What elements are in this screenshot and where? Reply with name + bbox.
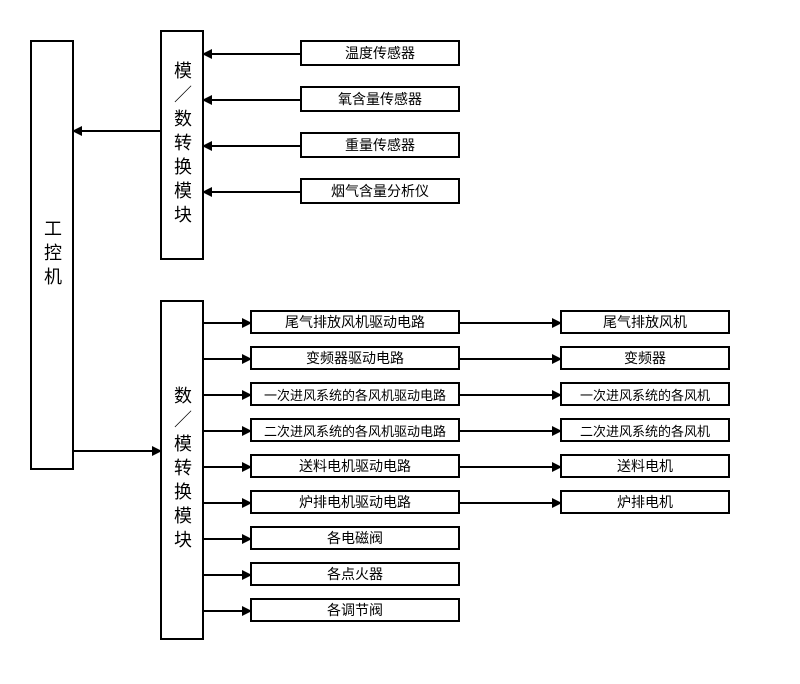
- driver-box-1: 变频器驱动电路: [250, 346, 460, 370]
- arrow-sensor-3: [204, 191, 300, 193]
- driver-box-0: 尾气排放风机驱动电路: [250, 310, 460, 334]
- device-label: 一次进风系统的各风机: [580, 385, 710, 404]
- device-label: 送料电机: [617, 456, 673, 476]
- driver-label: 尾气排放风机驱动电路: [285, 312, 425, 332]
- driver-label: 二次进风系统的各风机驱动电路: [264, 421, 446, 440]
- arrow-da-driver-5: [204, 502, 250, 504]
- driver-box-7: 各点火器: [250, 562, 460, 586]
- ad-module-box: 模／数转换模块: [160, 30, 204, 260]
- arrow-driver-device-1: [460, 358, 560, 360]
- device-box-5: 炉排电机: [560, 490, 730, 514]
- arrow-da-driver-4: [204, 466, 250, 468]
- arrow-sensor-1: [204, 99, 300, 101]
- driver-label: 各调节阀: [327, 600, 383, 620]
- driver-box-3: 二次进风系统的各风机驱动电路: [250, 418, 460, 442]
- da-module-label: 数／模转换模块: [169, 386, 195, 554]
- device-box-4: 送料电机: [560, 454, 730, 478]
- sensor-box-3: 烟气含量分析仪: [300, 178, 460, 204]
- controller-label: 工控机: [39, 219, 65, 291]
- device-label: 二次进风系统的各风机: [580, 421, 710, 440]
- arrow-da-driver-7: [204, 574, 250, 576]
- device-box-2: 一次进风系统的各风机: [560, 382, 730, 406]
- arrow-da-driver-1: [204, 358, 250, 360]
- arrow-driver-device-0: [460, 322, 560, 324]
- device-box-1: 变频器: [560, 346, 730, 370]
- device-box-3: 二次进风系统的各风机: [560, 418, 730, 442]
- driver-box-6: 各电磁阀: [250, 526, 460, 550]
- driver-box-5: 炉排电机驱动电路: [250, 490, 460, 514]
- ad-module-label: 模／数转换模块: [169, 61, 195, 229]
- da-module-box: 数／模转换模块: [160, 300, 204, 640]
- device-box-0: 尾气排放风机: [560, 310, 730, 334]
- controller-box: 工控机: [30, 40, 74, 470]
- driver-label: 一次进风系统的各风机驱动电路: [264, 385, 446, 404]
- arrow-driver-device-4: [460, 466, 560, 468]
- driver-label: 各电磁阀: [327, 528, 383, 548]
- device-label: 尾气排放风机: [603, 312, 687, 332]
- device-label: 变频器: [624, 348, 666, 368]
- sensor-label: 重量传感器: [345, 135, 415, 155]
- driver-label: 变频器驱动电路: [306, 348, 404, 368]
- arrow-driver-device-3: [460, 430, 560, 432]
- arrow-da-driver-0: [204, 322, 250, 324]
- sensor-box-1: 氧含量传感器: [300, 86, 460, 112]
- arrow-sensor-2: [204, 145, 300, 147]
- arrow-da-driver-8: [204, 610, 250, 612]
- sensor-label: 烟气含量分析仪: [331, 181, 429, 201]
- arrow-da-driver-3: [204, 430, 250, 432]
- driver-box-2: 一次进风系统的各风机驱动电路: [250, 382, 460, 406]
- arrow-da-driver-6: [204, 538, 250, 540]
- sensor-box-2: 重量传感器: [300, 132, 460, 158]
- arrow-driver-device-5: [460, 502, 560, 504]
- arrow-sensor-0: [204, 53, 300, 55]
- sensor-label: 氧含量传感器: [338, 89, 422, 109]
- driver-box-8: 各调节阀: [250, 598, 460, 622]
- sensor-box-0: 温度传感器: [300, 40, 460, 66]
- arrow-driver-device-2: [460, 394, 560, 396]
- arrow-da-driver-2: [204, 394, 250, 396]
- driver-box-4: 送料电机驱动电路: [250, 454, 460, 478]
- arrow-ad-to-controller: [74, 130, 160, 132]
- driver-label: 各点火器: [327, 564, 383, 584]
- device-label: 炉排电机: [617, 492, 673, 512]
- arrow-controller-to-da: [74, 450, 160, 452]
- sensor-label: 温度传感器: [345, 43, 415, 63]
- driver-label: 炉排电机驱动电路: [299, 492, 411, 512]
- driver-label: 送料电机驱动电路: [299, 456, 411, 476]
